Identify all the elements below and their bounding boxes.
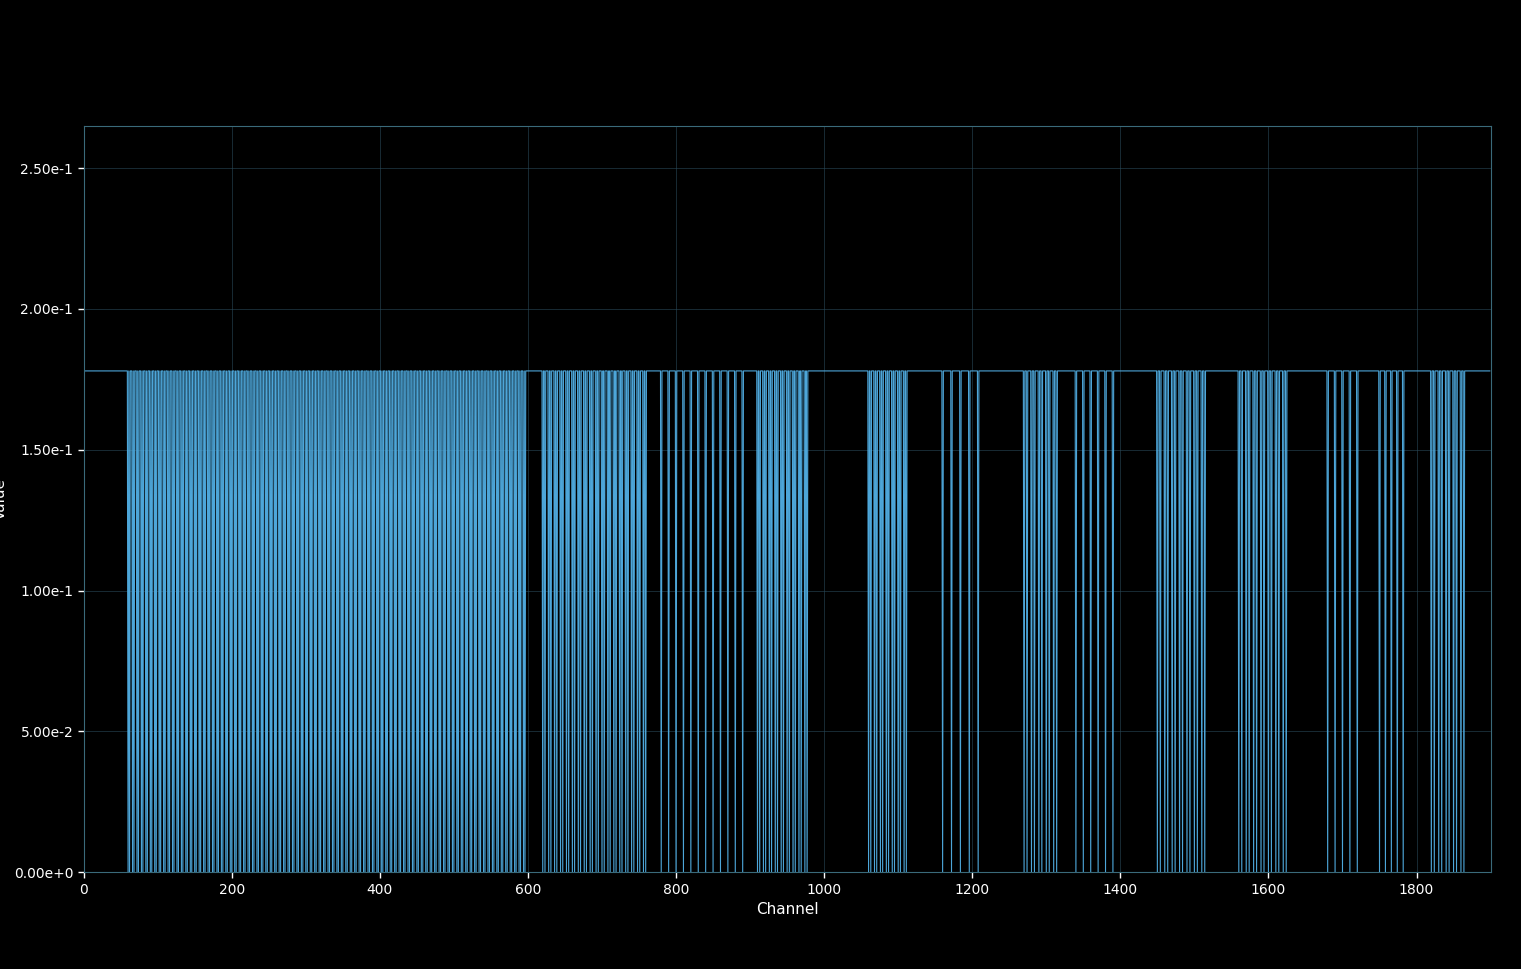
Y-axis label: Value: Value: [0, 478, 8, 520]
X-axis label: Channel: Channel: [756, 902, 818, 917]
